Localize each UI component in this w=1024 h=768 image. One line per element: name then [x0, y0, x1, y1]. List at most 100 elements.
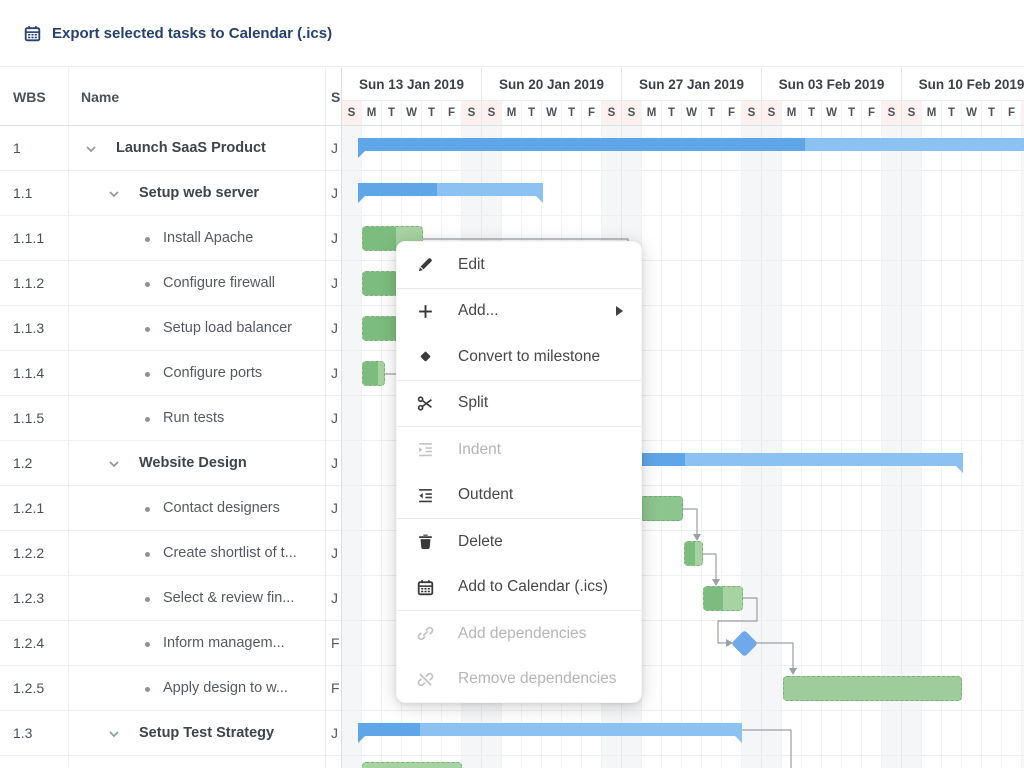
column-header-name[interactable]: Name [81, 89, 120, 105]
context-menu-item-split[interactable]: Split [397, 381, 641, 427]
day-header-cell: T [521, 100, 541, 125]
bullet-icon [145, 237, 150, 242]
bullet-icon [145, 597, 150, 602]
chevron-down-icon[interactable] [107, 187, 121, 201]
task-name-cell: Configure firewall [163, 275, 276, 291]
wbs-cell: 1.2 [13, 455, 33, 471]
task-bar[interactable] [703, 586, 743, 611]
start-date-cell: J [331, 275, 338, 291]
outdent-icon [417, 487, 434, 504]
row-divider [0, 170, 1024, 171]
header-divider [0, 125, 1024, 126]
diamond-icon [417, 348, 434, 365]
grid-line [901, 68, 902, 768]
bullet-icon [145, 327, 150, 332]
bullet-icon [145, 282, 150, 287]
wbs-cell: 1.3 [13, 725, 33, 741]
table-row-1.3[interactable]: 1.3 Setup Test Strategy J [0, 711, 341, 756]
column-header-wbs[interactable]: WBS [13, 89, 46, 105]
table-row-1.2.4[interactable]: 1.2.4 Inform managem... F [0, 621, 341, 666]
weekend-shade [761, 126, 781, 768]
day-header-cell: M [361, 100, 381, 125]
day-header-cell: S [741, 100, 761, 125]
table-row-1.1.5[interactable]: 1.1.5 Run tests J [0, 396, 341, 441]
chevron-down-icon[interactable] [84, 142, 98, 156]
table-row-1[interactable]: 1 Launch SaaS Product J [0, 126, 341, 171]
context-menu-label: Add to Calendar (.ics) [458, 578, 608, 596]
submenu-arrow-icon [616, 306, 623, 317]
task-bar-progress [363, 317, 401, 340]
task-name-cell: Setup web server [139, 185, 260, 201]
table-row-1.2.5[interactable]: 1.2.5 Apply design to w... F [0, 666, 341, 711]
day-header-cell: W [681, 100, 701, 125]
context-menu-item-outdent[interactable]: Outdent [397, 473, 641, 519]
task-name-cell: Configure ports [163, 365, 263, 381]
context-menu-item-add-to-calendar-ics[interactable]: Add to Calendar (.ics) [397, 565, 641, 611]
table-row-1.2.2[interactable]: 1.2.2 Create shortlist of t... J [0, 531, 341, 576]
parent-bar-tail-left [358, 196, 365, 203]
dependency-arrow [693, 534, 701, 541]
table-row-1.1.2[interactable]: 1.1.2 Configure firewall J [0, 261, 341, 306]
export-calendar-button[interactable]: Export selected tasks to Calendar (.ics) [24, 25, 332, 42]
table-row-1.1.1[interactable]: 1.1.1 Install Apache J [0, 216, 341, 261]
task-name-cell: Website Design [139, 455, 247, 471]
wbs-name-divider [68, 68, 69, 768]
day-header-cell: S [461, 100, 481, 125]
grid-line [681, 100, 682, 768]
menu-separator [397, 518, 641, 519]
wbs-cell: 1.2.2 [13, 545, 45, 561]
parent-bar-fill [358, 723, 742, 736]
week-header-cell: Sun 13 Jan 2019 [341, 68, 481, 100]
task-bar[interactable] [362, 361, 385, 386]
panel-splitter[interactable] [341, 68, 342, 768]
dependency-line [703, 553, 717, 581]
chevron-down-icon[interactable] [107, 457, 121, 471]
bullet-icon [145, 642, 150, 647]
day-header-cell: S [341, 100, 361, 125]
context-menu-item-indent: Indent [397, 427, 641, 473]
calendar-icon [417, 579, 434, 596]
task-name-cell: Select & review fin... [163, 590, 295, 606]
parent-bar-progress [358, 723, 420, 736]
indent-icon [417, 441, 434, 458]
context-menu-label: Convert to milestone [458, 347, 601, 365]
day-header-cell: T [841, 100, 861, 125]
parent-task-bar[interactable] [606, 453, 963, 473]
task-bar[interactable] [783, 676, 962, 701]
wbs-cell: 1 [13, 140, 21, 156]
context-menu-item-edit[interactable]: Edit [397, 242, 641, 288]
table-row-1.2.1[interactable]: 1.2.1 Contact designers J [0, 486, 341, 531]
task-name-cell: Run tests [163, 410, 225, 426]
wbs-cell: 1.2.1 [13, 500, 45, 516]
context-menu-item-convert-to-milestone[interactable]: Convert to milestone [397, 334, 641, 380]
table-row-1.2[interactable]: 1.2 Website Design J [0, 441, 341, 486]
row-divider [0, 215, 1024, 216]
wbs-cell: 1.1 [13, 185, 33, 201]
task-bar[interactable] [362, 762, 462, 768]
weekend-shade [881, 126, 901, 768]
start-date-cell: F [331, 680, 340, 696]
table-row-1.1.3[interactable]: 1.1.3 Setup load balancer J [0, 306, 341, 351]
toolbar: Export selected tasks to Calendar (.ics) [0, 0, 1024, 67]
grid-line [921, 100, 922, 768]
parent-task-bar[interactable] [358, 723, 742, 743]
task-bar[interactable] [640, 496, 683, 521]
weekend-shade [901, 126, 921, 768]
bullet-icon [145, 687, 150, 692]
grid-line [661, 100, 662, 768]
parent-task-bar[interactable] [358, 183, 543, 203]
week-header-cell: Sun 20 Jan 2019 [481, 68, 621, 100]
table-row-1.1.4[interactable]: 1.1.4 Configure ports J [0, 351, 341, 396]
chevron-down-icon[interactable] [107, 727, 121, 741]
table-row-1.2.3[interactable]: 1.2.3 Select & review fin... J [0, 576, 341, 621]
table-row-1.1[interactable]: 1.1 Setup web server J [0, 171, 341, 216]
parent-bar-progress [358, 183, 437, 196]
task-bar-progress [685, 542, 695, 565]
context-menu-item-delete[interactable]: Delete [397, 519, 641, 565]
parent-task-bar[interactable] [358, 138, 1024, 158]
context-menu-item-add[interactable]: Add... [397, 289, 641, 335]
task-bar[interactable] [684, 541, 703, 566]
day-header-cell: S [481, 100, 501, 125]
column-header-start[interactable]: S [331, 89, 341, 105]
